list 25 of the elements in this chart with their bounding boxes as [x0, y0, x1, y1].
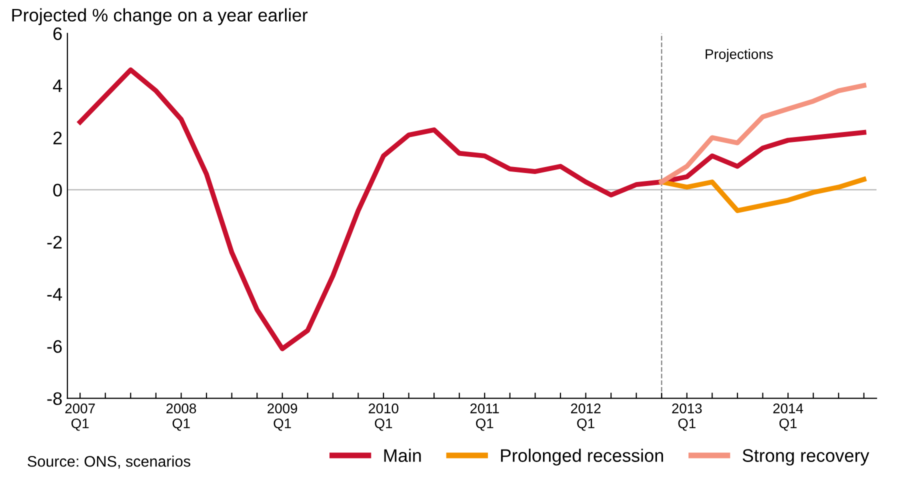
x-tick-label: 2012 Q1	[571, 404, 601, 431]
y-tick-label: 4	[52, 80, 62, 92]
legend-label: Main	[384, 448, 421, 462]
y-tick-label: 6	[53, 27, 62, 40]
legend-label: Prolonged recession	[501, 448, 664, 466]
x-tick-label: 2010 Q1	[368, 404, 398, 431]
line-series	[659, 83, 866, 184]
x-tick-label: 2007 Q1	[65, 404, 95, 431]
y-tick-label: -2	[47, 236, 62, 248]
y-tick-label: 2	[53, 132, 62, 144]
x-tick-label: 2013 Q1	[672, 404, 702, 431]
y-tick-label: 0	[53, 184, 62, 196]
chart-title: Projected % change on a year earlier	[12, 8, 308, 26]
x-tick-label: 2009 Q1	[268, 404, 298, 431]
y-tick-label: -8	[47, 392, 62, 406]
y-tick-label: -6	[47, 340, 62, 353]
y-tick-label: -4	[47, 288, 62, 301]
x-tick-label: 2014 Q1	[773, 404, 804, 431]
line-series	[659, 176, 866, 214]
source-note: Source: ONS, scenarios	[28, 456, 190, 469]
line-series	[78, 67, 866, 352]
x-tick-label: 2011 Q1	[470, 404, 499, 431]
legend-label: Strong recovery	[742, 449, 870, 466]
x-tick-label: 2008 Q1	[166, 404, 196, 431]
text: Projections	[706, 48, 773, 62]
